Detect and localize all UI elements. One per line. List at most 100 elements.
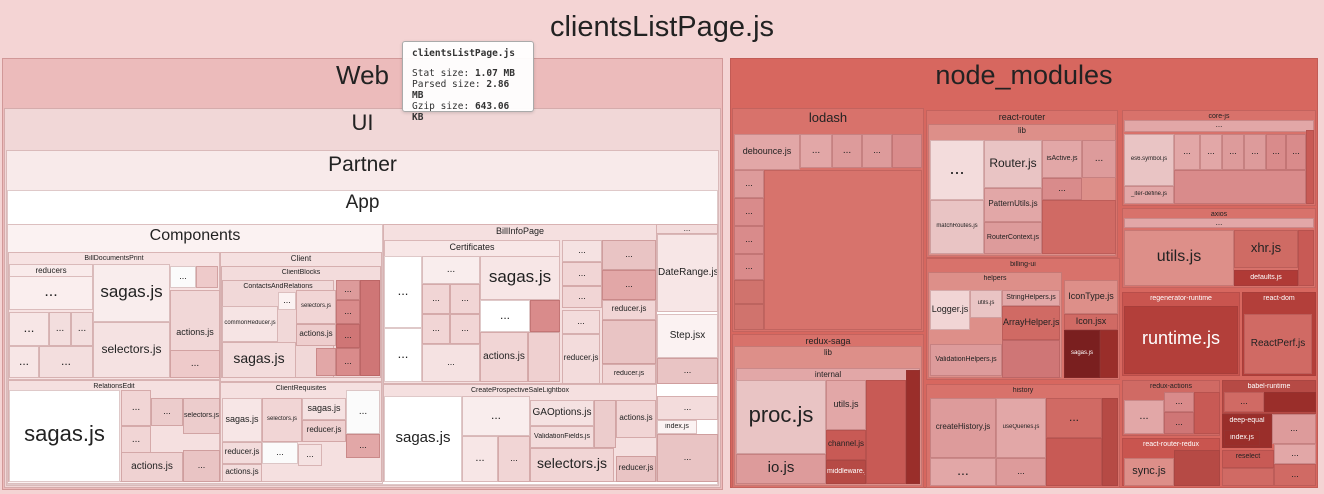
reducers-module[interactable]: ...: [9, 276, 93, 310]
array-helper-module[interactable]: ArrayHelper.js: [1002, 306, 1060, 340]
debounce-module[interactable]: debounce.js: [734, 134, 800, 170]
tail-cell-2[interactable]: ...: [1274, 464, 1316, 486]
cell-l[interactable]: selectors.js: [183, 398, 220, 434]
history-cell-1[interactable]: ...: [930, 458, 996, 486]
selectors-module-5[interactable]: selectors.js: [530, 448, 614, 482]
ra-cell-1[interactable]: ...: [1124, 400, 1164, 434]
bill-cell-3[interactable]: ...: [562, 262, 602, 286]
reducer-module-2[interactable]: reducer.js: [222, 442, 262, 464]
lodash-cell-8[interactable]: ...: [734, 254, 764, 280]
corejs-cell-3[interactable]: ...: [1200, 134, 1222, 170]
corejs-cell-8[interactable]: [1306, 130, 1314, 204]
selectors-module-3[interactable]: selectors.js: [296, 290, 336, 324]
reselect-cell-1[interactable]: [1222, 468, 1274, 486]
ra-cell-4[interactable]: [1194, 392, 1220, 434]
cell-u[interactable]: ...: [262, 442, 298, 464]
lodash-cell-3[interactable]: ...: [862, 134, 892, 168]
validation-helpers-module[interactable]: ValidationHelpers.js: [930, 344, 1002, 376]
create-history-module[interactable]: createHistory.js: [930, 398, 996, 458]
axios-cell-1[interactable]: ...: [1124, 218, 1314, 228]
cert-cell-3[interactable]: ...: [422, 256, 480, 284]
corejs-cell-1[interactable]: ...: [1124, 120, 1314, 132]
cert-cell-7[interactable]: ...: [450, 314, 480, 344]
index-module-2[interactable]: index.js: [1224, 430, 1260, 446]
utils-module-2[interactable]: utils.js: [970, 290, 1002, 318]
icon-module[interactable]: Icon.jsx: [1064, 314, 1118, 330]
use-queries-module[interactable]: useQueries.js: [996, 398, 1046, 458]
iter-define-module[interactable]: _iter-define.js: [1124, 186, 1174, 204]
rr-cell-2[interactable]: ...: [1082, 140, 1116, 178]
lodash-cell-4[interactable]: [892, 134, 922, 168]
cell-m[interactable]: ...: [183, 450, 220, 482]
cell-t[interactable]: [316, 348, 336, 376]
cell-f[interactable]: ...: [170, 266, 196, 288]
ga-options-module[interactable]: GAOptions.js: [530, 400, 594, 426]
cell-c[interactable]: ...: [71, 312, 93, 346]
rrr-cell-1[interactable]: [1174, 450, 1220, 486]
sagas-module-6[interactable]: sagas.js: [480, 256, 560, 300]
sagas-module-3[interactable]: sagas.js: [222, 342, 296, 378]
history-cell-3[interactable]: ...: [1046, 398, 1102, 438]
sagas-module-4[interactable]: sagas.js: [222, 398, 262, 442]
xhr-module[interactable]: xhr.js: [1234, 230, 1298, 268]
step-module[interactable]: Step.jsx: [657, 314, 718, 358]
bill-cell-5[interactable]: ...: [562, 286, 602, 308]
corejs-cell-2[interactable]: ...: [1174, 134, 1200, 170]
defaults-module[interactable]: defaults.js: [1234, 270, 1298, 286]
utils-module-1[interactable]: utils.js: [1124, 230, 1234, 286]
actions-module-2[interactable]: actions.js: [121, 452, 183, 482]
lightbox-cell-3[interactable]: ...: [498, 436, 530, 482]
cell-q[interactable]: ...: [336, 324, 360, 348]
lodash-cell-9[interactable]: [734, 280, 764, 304]
date-range-module[interactable]: DateRange.js: [657, 234, 718, 312]
rr-cell-1[interactable]: ...: [930, 140, 984, 200]
cell-v[interactable]: ...: [298, 444, 322, 466]
ra-cell-3[interactable]: ...: [1164, 412, 1194, 434]
babel-cell-2[interactable]: [1264, 392, 1316, 412]
axios-cell-2[interactable]: [1298, 230, 1314, 286]
cell-b[interactable]: ...: [49, 312, 71, 346]
rs-cell-1[interactable]: [866, 380, 906, 484]
proc-module[interactable]: proc.js: [736, 380, 826, 454]
cert-cell-8[interactable]: ...: [422, 344, 480, 382]
lodash-cell-6[interactable]: ...: [734, 198, 764, 226]
tail-cell-1[interactable]: ...: [1274, 444, 1316, 464]
sync-module[interactable]: sync.js: [1124, 458, 1174, 486]
lodash-cell-2[interactable]: ...: [832, 134, 862, 168]
icon-type-module[interactable]: IconType.js: [1064, 280, 1118, 314]
selectors-module-1[interactable]: selectors.js: [93, 322, 170, 378]
lodash-cell-11[interactable]: [764, 170, 922, 330]
logger-module[interactable]: Logger.js: [930, 290, 970, 330]
lodash-cell-1[interactable]: ...: [800, 134, 832, 168]
billing-cell-1[interactable]: sagas.js: [1064, 330, 1100, 378]
reducer-module-1[interactable]: reducer.js: [302, 420, 346, 442]
middleware-module[interactable]: middleware.js: [826, 460, 866, 484]
cert-cell-10[interactable]: [530, 300, 560, 332]
cell-a[interactable]: ...: [9, 312, 49, 346]
cell-g[interactable]: [196, 266, 218, 288]
cell-j[interactable]: ...: [121, 426, 151, 454]
deep-cell-1[interactable]: ...: [1272, 414, 1316, 444]
lightbox-cell-5[interactable]: ...: [657, 396, 718, 420]
io-module[interactable]: io.js: [736, 454, 826, 484]
corejs-cell-9[interactable]: [1174, 170, 1306, 204]
router-module[interactable]: Router.js: [984, 140, 1042, 188]
cert-cell-4[interactable]: ...: [422, 284, 450, 314]
reselect-group[interactable]: reselect: [1222, 450, 1274, 468]
reducer-module-5[interactable]: reducer.js: [602, 364, 656, 384]
corejs-cell-5[interactable]: ...: [1244, 134, 1266, 170]
index-module-1[interactable]: index.js: [657, 420, 697, 434]
actions-module-6[interactable]: actions.js: [616, 400, 656, 438]
sagas-module-2[interactable]: sagas.js: [9, 390, 120, 482]
cert-cell-11[interactable]: [528, 332, 560, 382]
bill-cell-4[interactable]: ...: [602, 270, 656, 300]
actions-module-3[interactable]: actions.js: [296, 324, 336, 346]
cert-cell-1[interactable]: ...: [384, 256, 422, 328]
cell-d[interactable]: ...: [9, 346, 39, 378]
bill-cell-6[interactable]: ...: [562, 310, 600, 334]
cell-k[interactable]: ...: [151, 398, 183, 426]
cell-r[interactable]: ...: [336, 348, 360, 376]
pattern-utils-module[interactable]: PatternUtils.js: [984, 188, 1042, 222]
is-active-module[interactable]: isActive.js: [1042, 140, 1082, 178]
cell-s[interactable]: [360, 280, 380, 376]
